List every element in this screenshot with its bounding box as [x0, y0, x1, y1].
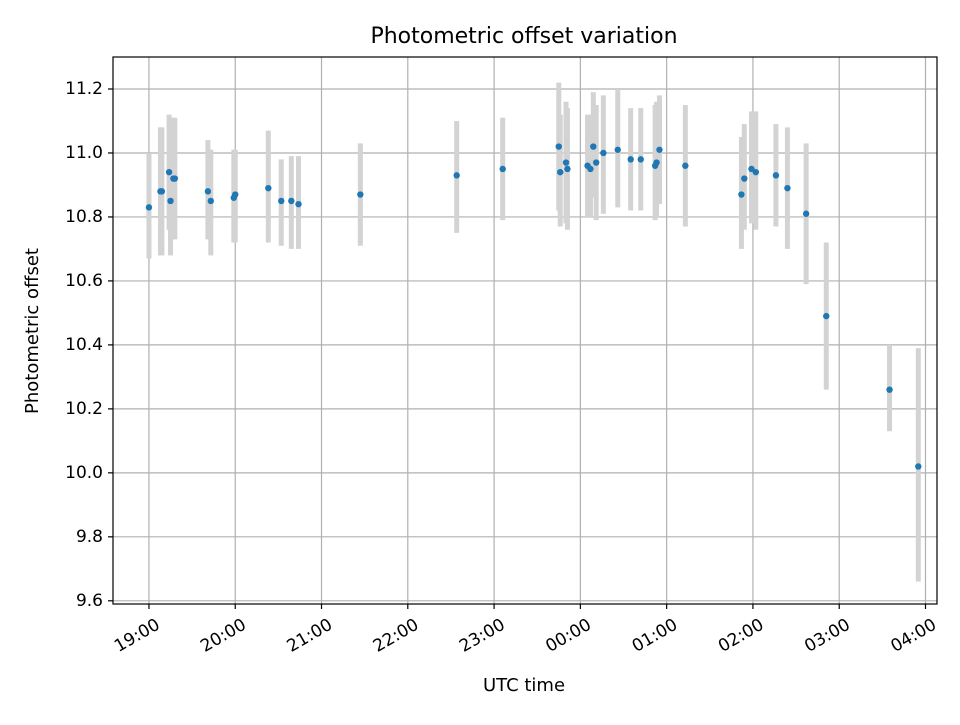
y-tick-label: 9.8 — [76, 527, 103, 547]
data-point — [600, 149, 607, 157]
data-point — [627, 156, 634, 163]
data-markers — [145, 143, 922, 470]
plot-area-frame — [112, 56, 938, 605]
data-point — [592, 159, 600, 166]
y-tick-label: 11.2 — [65, 79, 103, 99]
y-axis-label: Photometric offset — [22, 248, 43, 414]
data-point — [158, 188, 166, 195]
data-point — [915, 463, 922, 470]
data-point — [357, 191, 364, 198]
data-point — [823, 312, 830, 320]
data-point — [802, 210, 810, 217]
data-point — [682, 162, 689, 169]
data-point — [265, 184, 272, 192]
y-tick-label: 10.6 — [65, 271, 103, 291]
data-point — [453, 172, 460, 179]
data-point — [738, 191, 745, 198]
data-point — [772, 172, 780, 179]
data-point — [207, 197, 214, 205]
data-point — [784, 184, 791, 192]
data-point — [288, 197, 295, 205]
data-point — [590, 143, 597, 150]
data-point — [653, 159, 660, 166]
x-axis-label: UTC time — [483, 675, 565, 696]
data-point — [752, 168, 760, 176]
data-point — [167, 197, 174, 205]
data-point — [278, 197, 285, 205]
data-point — [614, 146, 621, 153]
data-point — [886, 386, 893, 393]
y-tick-label: 10.4 — [65, 335, 103, 355]
data-point — [499, 165, 506, 173]
data-point — [232, 191, 239, 198]
data-point — [656, 146, 663, 153]
grid — [113, 57, 937, 604]
data-point — [741, 175, 748, 182]
data-point — [165, 168, 173, 176]
data-point — [204, 188, 212, 195]
y-axis-ticks: 9.6 9.8 10.0 10.2 10.4 10.6 10.8 11.0 11.2 — [65, 79, 113, 611]
y-tick-label: 10.2 — [65, 399, 103, 419]
data-point — [564, 165, 571, 173]
chart-title: Photometric offset variation — [370, 24, 677, 49]
data-point — [555, 143, 562, 150]
data-point — [562, 159, 570, 166]
data-point — [637, 156, 644, 163]
data-point — [557, 168, 564, 176]
data-point — [145, 204, 153, 211]
y-tick-label: 11.0 — [65, 143, 103, 163]
y-tick-label: 9.6 — [76, 591, 103, 611]
data-point — [587, 165, 594, 173]
data-point — [171, 175, 179, 182]
data-point — [295, 200, 302, 208]
y-tick-label: 10.8 — [65, 207, 103, 227]
y-tick-label: 10.0 — [65, 463, 103, 483]
